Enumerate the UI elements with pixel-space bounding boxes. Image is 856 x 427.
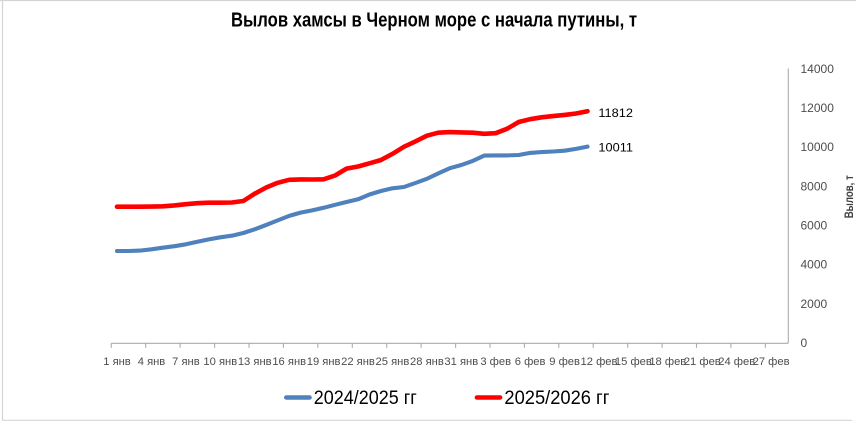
svg-text:4 янв: 4 янв [138,356,166,368]
svg-text:2000: 2000 [801,297,828,311]
svg-text:22 янв: 22 янв [341,356,375,368]
svg-text:Вылов хамсы в Черном море с на: Вылов хамсы в Черном море с начала путин… [231,9,637,31]
svg-text:2025/2026 гг: 2025/2026 гг [504,387,609,409]
svg-text:12000: 12000 [801,101,835,115]
svg-text:11812: 11812 [598,106,633,120]
svg-text:31 янв: 31 янв [444,356,478,368]
svg-text:4000: 4000 [801,258,828,272]
svg-text:1 янв: 1 янв [103,356,131,368]
svg-text:28 янв: 28 янв [410,356,444,368]
svg-text:Вылов, т: Вылов, т [842,175,856,218]
svg-text:19 янв: 19 янв [307,356,341,368]
svg-text:16 янв: 16 янв [272,356,306,368]
svg-text:10000: 10000 [801,140,835,154]
svg-text:15 фев: 15 фев [615,356,652,368]
svg-text:18 фев: 18 фев [649,356,686,368]
svg-text:13 янв: 13 янв [238,356,272,368]
svg-text:6 фев: 6 фев [515,356,546,368]
svg-text:10 янв: 10 янв [203,356,237,368]
svg-text:27 фев: 27 фев [753,356,790,368]
svg-text:24 фев: 24 фев [718,356,755,368]
svg-text:8000: 8000 [801,179,828,193]
svg-text:25 янв: 25 янв [376,356,410,368]
svg-text:12 фев: 12 фев [581,356,618,368]
svg-text:7 янв: 7 янв [172,356,200,368]
svg-text:9 фев: 9 фев [549,356,580,368]
svg-text:10011: 10011 [598,141,633,155]
svg-text:2024/2025 гг: 2024/2025 гг [314,387,417,409]
svg-text:21 фев: 21 фев [684,356,721,368]
svg-text:6000: 6000 [801,219,828,233]
svg-text:3 фев: 3 фев [480,356,511,368]
svg-text:0: 0 [801,336,808,350]
svg-text:14000: 14000 [801,62,835,76]
